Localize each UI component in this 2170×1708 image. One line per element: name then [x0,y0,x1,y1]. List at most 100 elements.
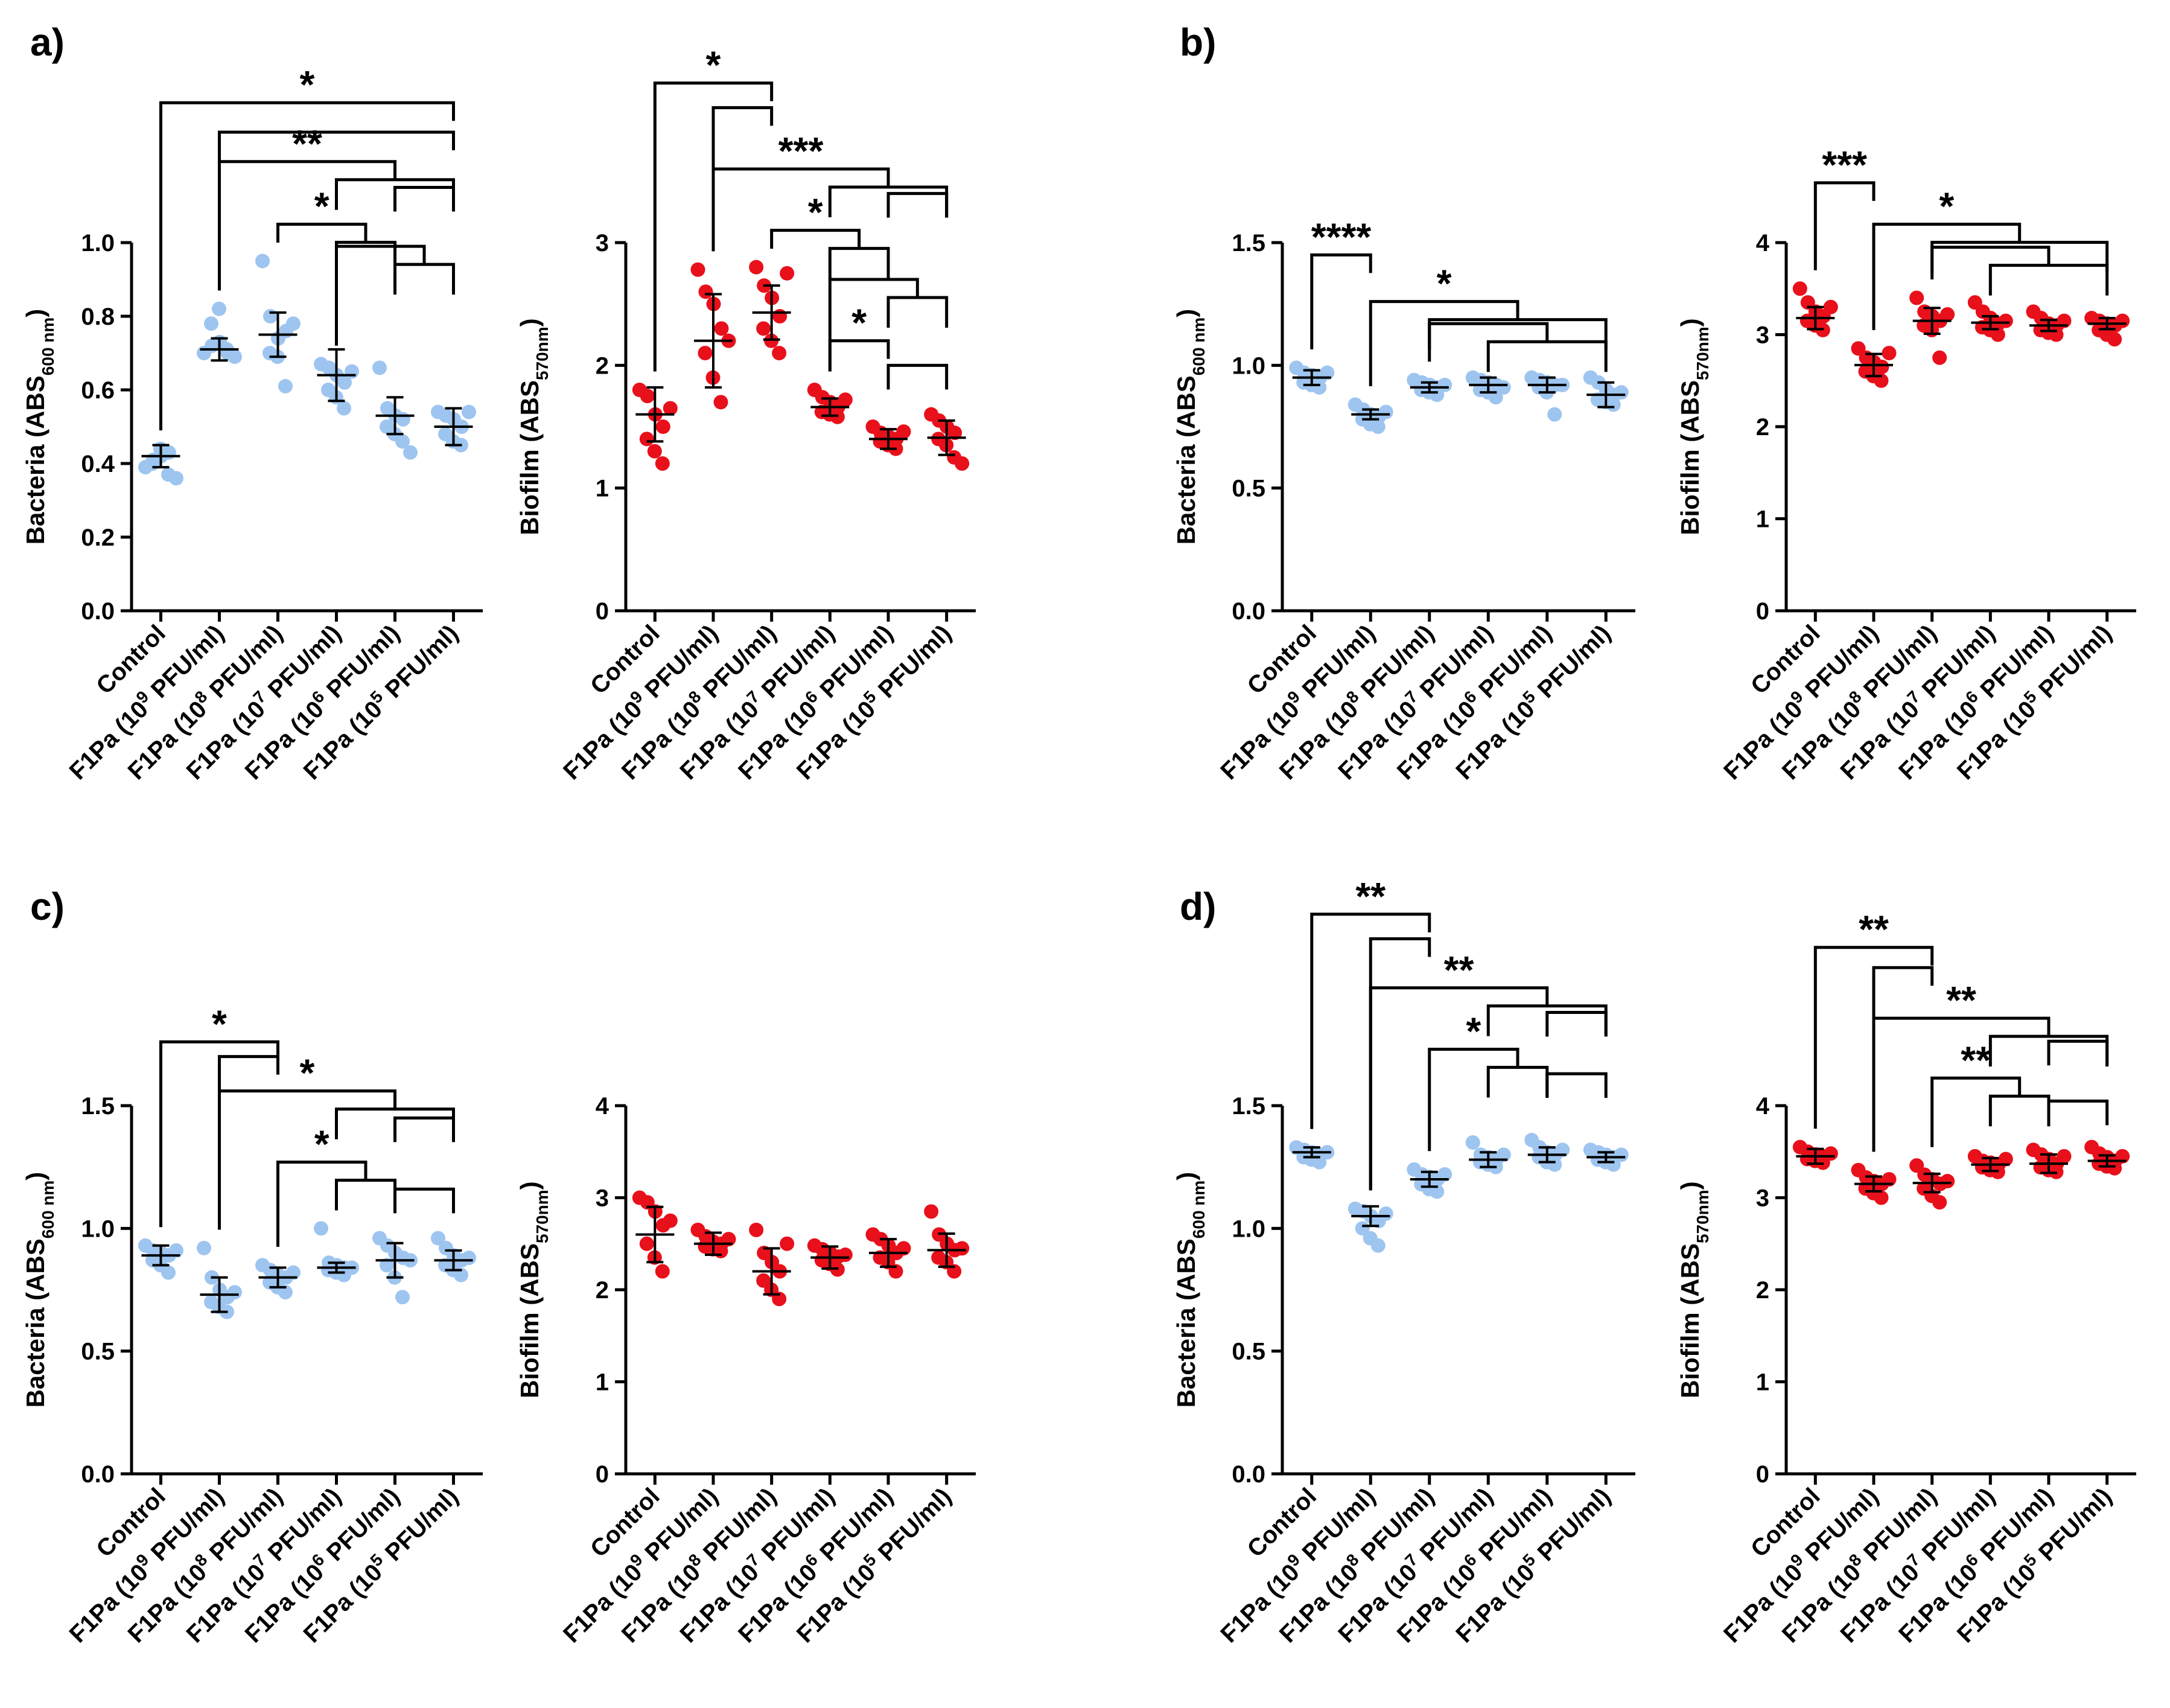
data-point [1932,1195,1947,1210]
data-point [197,1240,211,1255]
y-axis-title-part: ) [1676,318,1704,327]
significance-subbracket [1545,1010,1608,1037]
y-tick-label: 1.5 [81,1093,115,1120]
y-axis-title-part: Bacteria (ABS [1172,1238,1200,1407]
data-point [314,1221,328,1236]
significance-label: * [1437,262,1452,305]
data-point [1430,1184,1445,1199]
y-tick-label: 0.0 [81,598,115,625]
data-point [1990,327,2005,342]
data-point [1547,407,1562,422]
y-axis-title-part: Bacteria (ABS [21,1238,49,1407]
data-point [286,316,301,331]
data-point [263,309,278,323]
y-axis-title: Biofilm (ABS570nm) [1676,318,1712,535]
y-axis-title-part: 600 nm [39,317,57,376]
significance-label: * [1466,1009,1481,1053]
data-point [1488,390,1503,405]
y-tick-label: 3 [1756,322,1769,349]
y-axis-title-part: ) [515,318,544,327]
y-axis-title-part: 570nm [533,1190,552,1243]
data-point [1823,1146,1838,1161]
y-tick-label: 3 [1756,1185,1769,1212]
significance-subbracket [393,1187,455,1214]
y-tick-label: 4 [1756,1093,1770,1120]
data-point [1378,404,1393,419]
y-axis-title-part: ) [1172,1172,1200,1181]
y-axis-title-part: 600 nm [1189,317,1208,376]
data-point [1998,1152,2013,1167]
data-point [663,401,678,416]
y-axis-title-part: Biofilm (ABS [1676,380,1704,535]
data-point [714,321,729,336]
data-point [454,1267,468,1283]
data-point [1370,1238,1386,1253]
significance-label: *** [778,129,824,173]
significance-bracket [1872,1016,2051,1152]
significance-bracket [335,244,426,346]
data-point [2107,332,2122,347]
y-axis-title-part: ) [21,1172,49,1181]
y-tick-label: 1 [596,476,609,502]
y-tick-label: 0 [596,598,609,625]
y-axis-title: Biofilm (ABS570nm) [1676,1181,1712,1398]
significance-subbracket [1486,340,1608,372]
data-point [396,412,410,427]
data-point [1882,346,1897,360]
data-point [924,1204,939,1219]
data-point [395,434,410,449]
data-point [955,1241,970,1256]
significance-subbracket [1988,1094,2051,1127]
significance-subbracket [393,1116,455,1142]
data-point [212,301,226,316]
y-tick-label: 1.5 [1232,230,1265,257]
significance-label: * [300,63,315,106]
y-tick-label: 0 [596,1461,609,1488]
significance-bracket [1369,300,1519,386]
data-point [169,471,183,486]
data-point [1312,1155,1327,1170]
y-tick-label: 2 [1756,1277,1769,1304]
data-point [955,456,970,471]
data-point [1874,359,1889,374]
significance-label: * [808,191,823,234]
significance-subbracket [335,1179,396,1211]
data-point [698,284,713,299]
y-tick-label: 0.0 [1232,598,1265,625]
data-point [655,456,670,471]
y-axis-title-part: 600 nm [1189,1181,1208,1239]
significance-bracket [218,1089,396,1230]
y-axis-title: Biofilm (ABS570nm) [515,318,552,535]
data-point [1465,1135,1480,1150]
data-point [372,360,387,375]
y-tick-label: 0.6 [81,377,115,404]
data-point [1370,419,1386,434]
significance-subbracket [828,247,890,279]
significance-subbracket [1545,1072,1608,1098]
significance-bracket [218,1055,279,1230]
significance-subbracket [1486,1065,1549,1098]
data-point [1547,1157,1562,1172]
data-point [145,456,160,471]
significance-subbracket [2047,1099,2109,1126]
y-tick-label: 0.5 [1232,1339,1265,1365]
y-axis-title-part: Bacteria (ABS [21,375,49,544]
significance-bracket [711,106,774,252]
y-axis-title-part: ) [21,309,49,317]
significance-label: ** [1961,1038,1991,1082]
significance-label: * [212,1002,227,1045]
y-axis-title: Bacteria (ABS600 nm) [1172,309,1208,545]
significance-bracket [1369,937,1431,1191]
data-point [1932,350,1947,365]
data-point [380,1258,394,1273]
data-point [772,346,787,360]
significance-bracket [218,160,396,291]
y-axis-title: Bacteria (ABS600 nm) [21,1172,57,1408]
data-point [462,404,476,419]
data-point [2107,1161,2122,1176]
y-axis-title-part: 570nm [533,327,552,380]
data-point [278,1285,293,1300]
